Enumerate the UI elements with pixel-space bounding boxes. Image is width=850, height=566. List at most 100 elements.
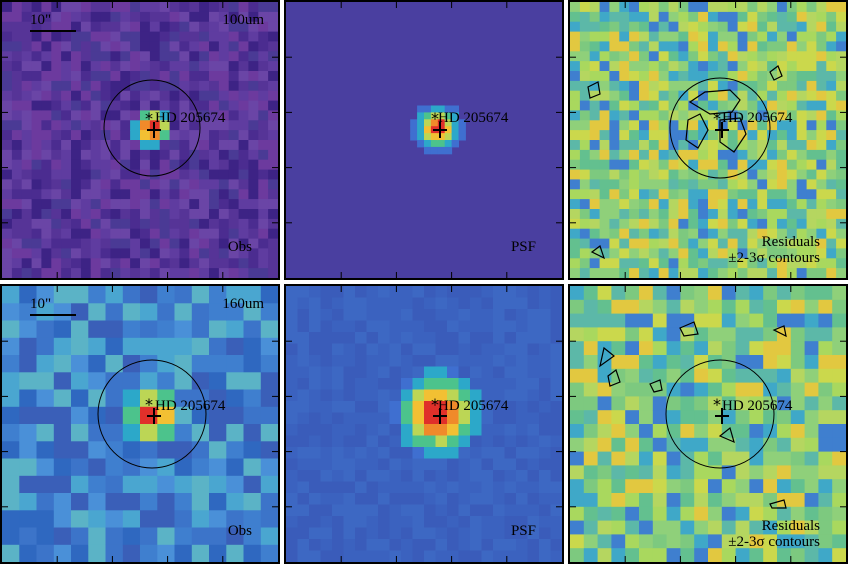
pixel — [435, 286, 448, 298]
pixel — [786, 100, 798, 111]
pixel — [570, 341, 585, 356]
pixel — [258, 268, 269, 278]
pixel — [737, 238, 748, 249]
pixel — [668, 71, 679, 82]
pixel — [389, 343, 402, 356]
pixel — [609, 110, 620, 121]
pixel — [355, 470, 367, 482]
pixel — [149, 61, 161, 72]
pixel — [737, 41, 748, 52]
pixel — [430, 119, 439, 127]
pixel — [159, 199, 171, 210]
pixel — [504, 309, 517, 321]
pixel — [228, 199, 240, 210]
pixel — [658, 209, 670, 220]
pixel — [41, 2, 52, 13]
pixel — [309, 297, 321, 310]
pixel — [648, 189, 660, 200]
pixel — [727, 228, 739, 240]
pixel — [516, 286, 528, 298]
pixel — [597, 382, 612, 397]
pixel — [366, 516, 379, 528]
pixel — [209, 544, 227, 562]
pixel — [130, 90, 141, 102]
pixel — [688, 248, 699, 259]
pixel — [21, 21, 33, 33]
pixel — [444, 112, 453, 120]
pixel — [668, 258, 679, 269]
pixel — [389, 297, 402, 310]
pixel — [140, 424, 158, 442]
pixel — [2, 441, 20, 460]
pixel — [639, 41, 650, 52]
pixel — [238, 149, 249, 161]
pixel — [763, 465, 778, 480]
pixel — [652, 534, 668, 549]
pixel — [228, 248, 240, 259]
pixel — [355, 343, 367, 356]
pixel — [412, 401, 425, 413]
pixel — [648, 11, 660, 23]
pixel — [80, 110, 92, 121]
pixel — [826, 199, 837, 210]
pixel — [777, 80, 788, 92]
pixel — [652, 424, 668, 439]
pixel — [332, 320, 344, 333]
pixel — [694, 396, 709, 411]
pixel — [816, 248, 827, 259]
pixel — [826, 169, 837, 180]
pixel — [747, 2, 758, 13]
pixel — [570, 51, 581, 62]
pixel — [268, 120, 278, 131]
pixel — [130, 169, 141, 180]
pixel — [389, 504, 402, 517]
pixel — [149, 80, 161, 92]
pixel — [169, 218, 180, 230]
pixel — [130, 80, 141, 92]
pixel — [100, 80, 111, 92]
pixel — [619, 120, 630, 131]
pixel — [258, 199, 269, 210]
pixel — [268, 21, 278, 33]
pixel — [120, 71, 131, 82]
pixel — [268, 140, 278, 151]
pixel — [248, 199, 259, 210]
pixel — [619, 41, 630, 52]
pixel — [816, 268, 827, 278]
pixel — [757, 31, 768, 42]
pixel — [611, 506, 626, 522]
pixel — [757, 51, 768, 62]
pixel — [226, 458, 245, 477]
pixel — [53, 286, 72, 304]
pixel — [389, 309, 402, 321]
pixel — [516, 539, 528, 551]
pixel — [228, 80, 240, 92]
pixel — [199, 169, 210, 180]
pixel — [639, 355, 654, 370]
pixel — [159, 51, 171, 62]
pixel — [320, 516, 333, 528]
pixel — [767, 80, 778, 92]
pixel — [80, 159, 92, 171]
pixel — [493, 412, 505, 425]
pixel — [90, 2, 102, 13]
pixel — [199, 218, 210, 230]
pixel — [36, 389, 55, 408]
pixel — [389, 424, 402, 436]
pixel — [698, 51, 709, 62]
pixel — [481, 527, 494, 540]
pixel — [378, 470, 390, 482]
pixel — [570, 410, 585, 425]
pixel — [157, 544, 176, 562]
pixel — [639, 238, 650, 249]
pixel — [680, 437, 695, 453]
pixel — [218, 189, 230, 200]
pixel — [2, 90, 13, 102]
pixel — [816, 179, 827, 190]
pixel — [836, 268, 846, 278]
pixel — [120, 228, 131, 240]
pixel — [401, 493, 413, 505]
pixel — [470, 320, 482, 333]
pixel — [297, 332, 310, 344]
pixel — [174, 458, 193, 477]
